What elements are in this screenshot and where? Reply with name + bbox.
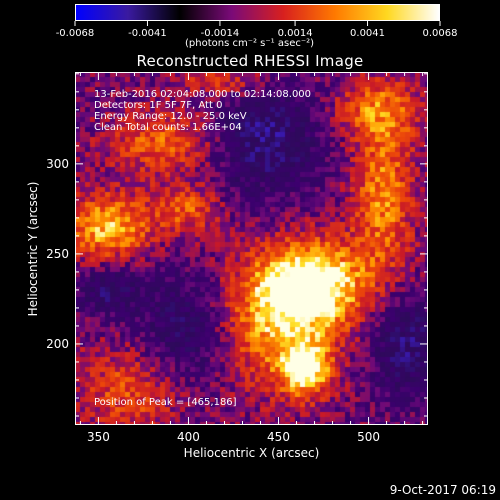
colorbar-unit-label: (photons cm⁻² s⁻¹ asec⁻²) bbox=[185, 38, 315, 49]
colorbar-tick-label: 0.0014 bbox=[278, 28, 313, 39]
colorbar bbox=[75, 4, 440, 21]
y-tick-label: 250 bbox=[46, 247, 69, 261]
x-tick-label: 500 bbox=[357, 430, 380, 444]
annotation-detectors: Detectors: 1F 5F 7F, Att 0 bbox=[94, 100, 223, 111]
y-axis-label: Heliocentric Y (arcsec) bbox=[26, 181, 40, 317]
colorbar-tick-label: 0.0068 bbox=[423, 28, 458, 39]
annotation-peak-position: Position of Peak = [465,186] bbox=[94, 397, 237, 408]
y-tick-label: 200 bbox=[46, 337, 69, 351]
x-tick-label: 400 bbox=[177, 430, 200, 444]
plot-frame bbox=[75, 72, 428, 425]
x-tick-label: 450 bbox=[267, 430, 290, 444]
colorbar-tick-label: -0.0014 bbox=[201, 28, 240, 39]
chart-title: Reconstructed RHESSI Image bbox=[136, 52, 364, 70]
colorbar-tick-label: -0.0041 bbox=[128, 28, 167, 39]
generation-timestamp: 9-Oct-2017 06:19 bbox=[389, 483, 496, 497]
colorbar-tick-label: -0.0068 bbox=[56, 28, 95, 39]
annotation-energy-range: Energy Range: 12.0 - 25.0 keV bbox=[94, 111, 247, 122]
annotation-time-range: 13-Feb-2016 02:04:08.000 to 02:14:08.000 bbox=[94, 89, 312, 100]
colorbar-tick-label: 0.0041 bbox=[350, 28, 385, 39]
x-tick-label: 350 bbox=[87, 430, 110, 444]
x-axis-label: Heliocentric X (arcsec) bbox=[183, 446, 320, 460]
colorbar-axis: -0.0068 -0.0041 -0.0014 0.0014 0.0041 0.0068 bbox=[56, 21, 458, 39]
annotation-total-counts: Clean Total counts: 1.66E+04 bbox=[94, 122, 242, 133]
y-tick-label: 300 bbox=[46, 157, 69, 171]
heatmap-image bbox=[75, 72, 428, 425]
